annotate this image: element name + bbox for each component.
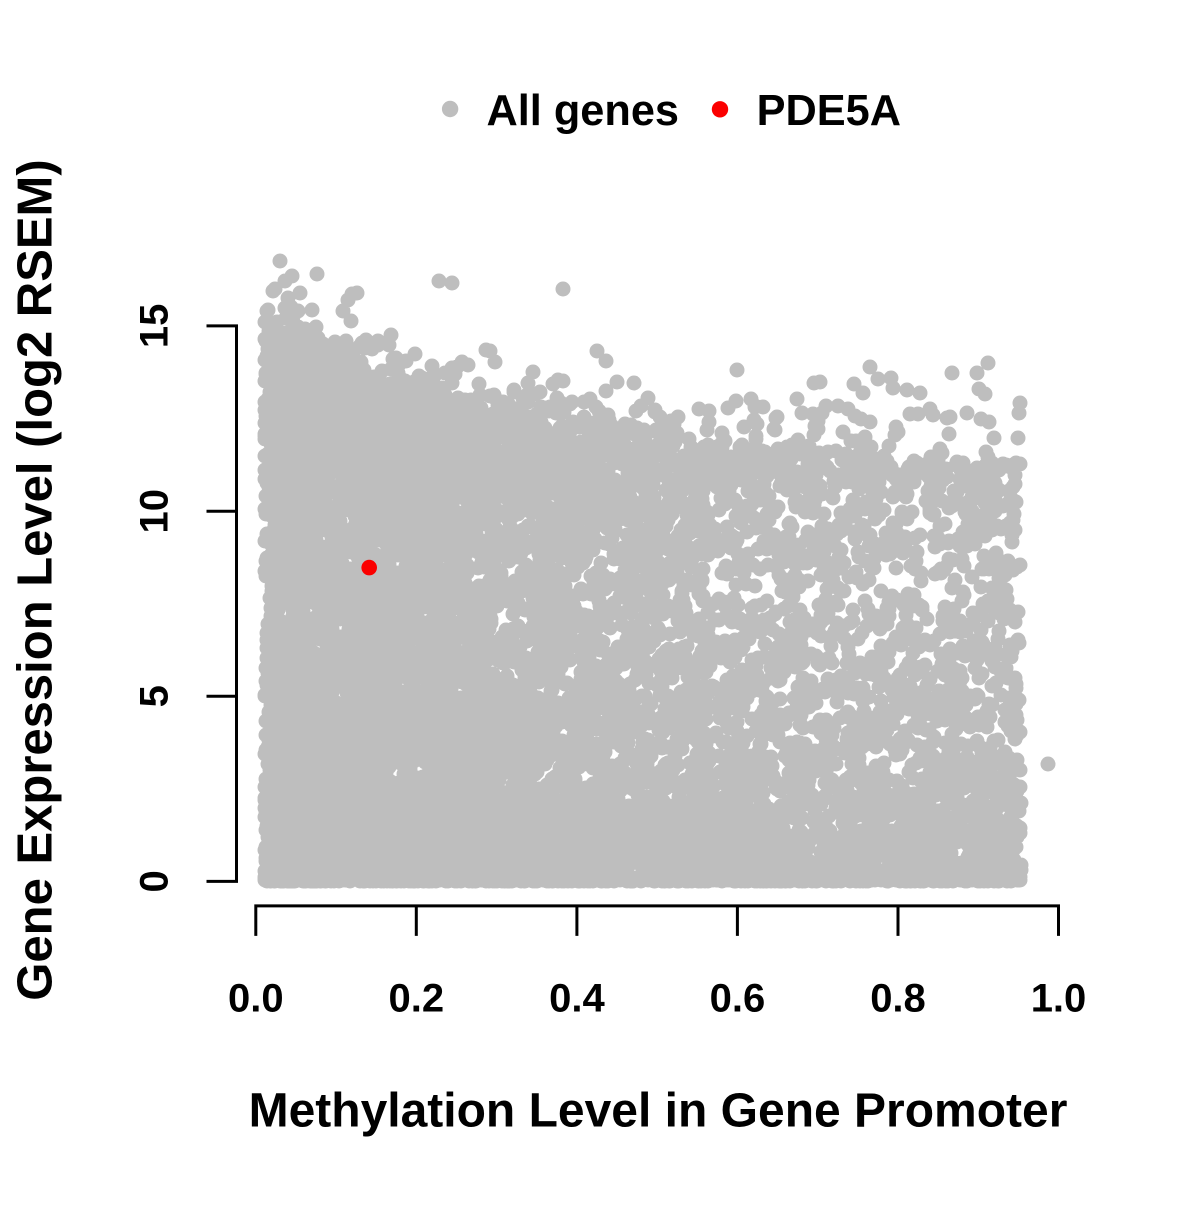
svg-text:0: 0 xyxy=(133,870,177,892)
svg-text:0.8: 0.8 xyxy=(870,977,926,1021)
svg-text:0.2: 0.2 xyxy=(388,977,444,1021)
svg-text:0.6: 0.6 xyxy=(710,977,766,1021)
svg-text:0.0: 0.0 xyxy=(228,977,284,1021)
svg-text:PDE5A: PDE5A xyxy=(757,87,901,135)
svg-text:Gene Expression Level (log2 RS: Gene Expression Level (log2 RSEM) xyxy=(9,159,63,1000)
svg-text:Methylation Level in Gene Prom: Methylation Level in Gene Promoter xyxy=(249,1084,1068,1137)
svg-text:All genes: All genes xyxy=(487,87,680,135)
svg-text:10: 10 xyxy=(133,489,177,534)
svg-text:5: 5 xyxy=(133,685,177,707)
svg-text:15: 15 xyxy=(133,304,177,349)
svg-text:0.4: 0.4 xyxy=(549,977,605,1021)
svg-text:1.0: 1.0 xyxy=(1031,977,1087,1021)
